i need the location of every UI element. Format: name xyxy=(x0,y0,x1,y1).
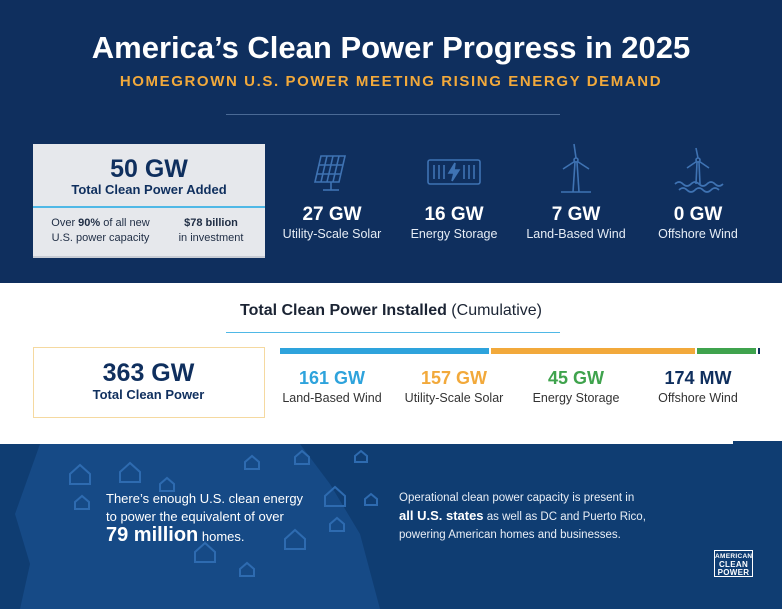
cumulative-offshore-value: 174 MW xyxy=(664,368,732,388)
corner-notch xyxy=(733,441,782,445)
states-line2: as well as DC and Puerto Rico, xyxy=(483,511,646,523)
cumulative-storage: 45 GW Energy Storage xyxy=(516,368,636,405)
logo-line2: CLEAN xyxy=(718,560,749,569)
solar-added-value: 27 GW xyxy=(302,204,362,225)
states-bold: all U.S. states xyxy=(399,508,484,523)
cumulative-title-bold: Total Clean Power Installed xyxy=(240,302,447,319)
share-bar-segment-0 xyxy=(280,348,489,354)
us-map-icon xyxy=(15,444,380,609)
states-line1: Operational clean power capacity is pres… xyxy=(399,492,635,504)
tech-solar: 27 GW Utility-Scale Solar xyxy=(272,146,392,241)
total-clean-power-card: 363 GW Total Clean Power xyxy=(33,347,265,418)
storage-added-value: 16 GW xyxy=(424,204,484,225)
share-suffix: of all new xyxy=(100,217,150,229)
homes-line1: There’s enough U.S. clean energy xyxy=(106,491,304,506)
page-title: America’s Clean Power Progress in 2025 xyxy=(91,30,691,65)
homes-suffix: homes. xyxy=(198,529,245,544)
share-bar-segment-1 xyxy=(491,348,695,354)
investment-amount: $78 billion xyxy=(184,217,238,229)
battery-icon xyxy=(427,159,481,185)
added-label: Total Clean Power Added xyxy=(71,182,227,197)
cumulative-offshore-label: Offshore Wind xyxy=(658,391,738,405)
cumulative-title-underline xyxy=(226,332,560,333)
share-prefix: Over xyxy=(51,217,79,229)
page-subtitle: HOMEGROWN U.S. POWER MEETING RISING ENER… xyxy=(119,73,663,90)
land-wind-added-label: Land-Based Wind xyxy=(526,227,626,241)
top-banner: America’s Clean Power Progress in 2025 H… xyxy=(0,0,782,283)
offshore-added-label: Offshore Wind xyxy=(658,227,738,241)
investment-label: in investment xyxy=(178,232,244,244)
added-value: 50 GW xyxy=(110,155,188,183)
cumulative-storage-value: 45 GW xyxy=(547,368,604,388)
homes-count: 79 million xyxy=(106,524,199,546)
cumulative-land-wind-value: 161 GW xyxy=(298,368,366,388)
cumulative-solar: 157 GW Utility-Scale Solar xyxy=(394,368,514,405)
bottom-banner: There’s enough U.S. clean energy to powe… xyxy=(0,444,782,609)
states-line3: powering American homes and businesses. xyxy=(399,529,621,541)
share-line2: U.S. power capacity xyxy=(51,232,150,244)
solar-added-label: Utility-Scale Solar xyxy=(282,227,382,241)
capacity-share-note: Over 90% of all new U.S. power capacity xyxy=(43,216,158,246)
logo-line3: POWER xyxy=(717,568,750,577)
homes-line2: to power the equivalent of over xyxy=(106,509,284,524)
title-divider xyxy=(226,114,560,115)
cumulative-land-wind-label: Land-Based Wind xyxy=(282,391,382,405)
cumulative-solar-value: 157 GW xyxy=(420,368,488,388)
states-statement: Operational clean power capacity is pres… xyxy=(399,489,679,544)
storage-added-label: Energy Storage xyxy=(410,227,498,241)
cumulative-offshore: 174 MW Offshore Wind xyxy=(638,368,758,405)
tech-storage: 16 GW Energy Storage xyxy=(394,146,514,241)
tech-offshore-wind: 0 GW Offshore Wind xyxy=(638,146,758,241)
cumulative-title: Total Clean Power Installed (Cumulative) xyxy=(0,302,782,320)
wind-turbine-icon xyxy=(561,143,591,193)
total-clean-power-label: Total Clean Power xyxy=(92,387,205,402)
total-clean-power-value: 363 GW xyxy=(102,359,195,387)
cumulative-land-wind: 161 GW Land-Based Wind xyxy=(272,368,392,405)
investment-note: $78 billion in investment xyxy=(161,216,261,246)
share-bar-segment-2 xyxy=(697,348,756,354)
acp-logo: AMERICAN CLEAN POWER xyxy=(714,550,753,577)
solar-panel-icon xyxy=(313,155,347,191)
land-wind-added-value: 7 GW xyxy=(551,204,601,225)
logo-line1: AMERICAN xyxy=(715,553,753,560)
cumulative-storage-label: Energy Storage xyxy=(532,391,620,405)
offshore-added-value: 0 GW xyxy=(673,204,723,225)
cumulative-title-rest: (Cumulative) xyxy=(446,302,542,319)
added-separator xyxy=(33,206,265,208)
cumulative-solar-label: Utility-Scale Solar xyxy=(404,391,504,405)
total-added-card: 50 GW Total Clean Power Added Over 90% o… xyxy=(33,144,265,258)
homes-statement: There’s enough U.S. clean energy to powe… xyxy=(106,490,326,546)
share-percent: 90% xyxy=(78,217,101,229)
offshore-wind-icon xyxy=(674,147,724,193)
tech-land-wind: 7 GW Land-Based Wind xyxy=(516,143,636,241)
share-bar-segment-3 xyxy=(758,348,760,354)
